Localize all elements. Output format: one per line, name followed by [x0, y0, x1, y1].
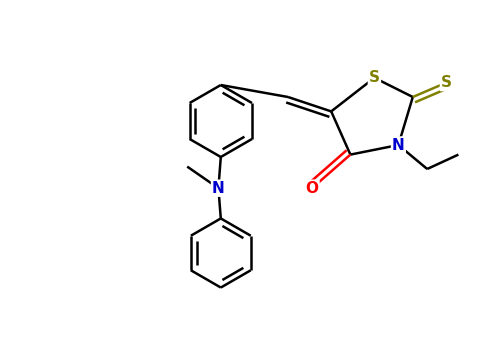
Text: O: O [305, 181, 319, 196]
Text: N: N [392, 138, 405, 152]
Text: S: S [369, 70, 380, 85]
Text: N: N [212, 181, 225, 196]
Text: S: S [441, 75, 452, 90]
